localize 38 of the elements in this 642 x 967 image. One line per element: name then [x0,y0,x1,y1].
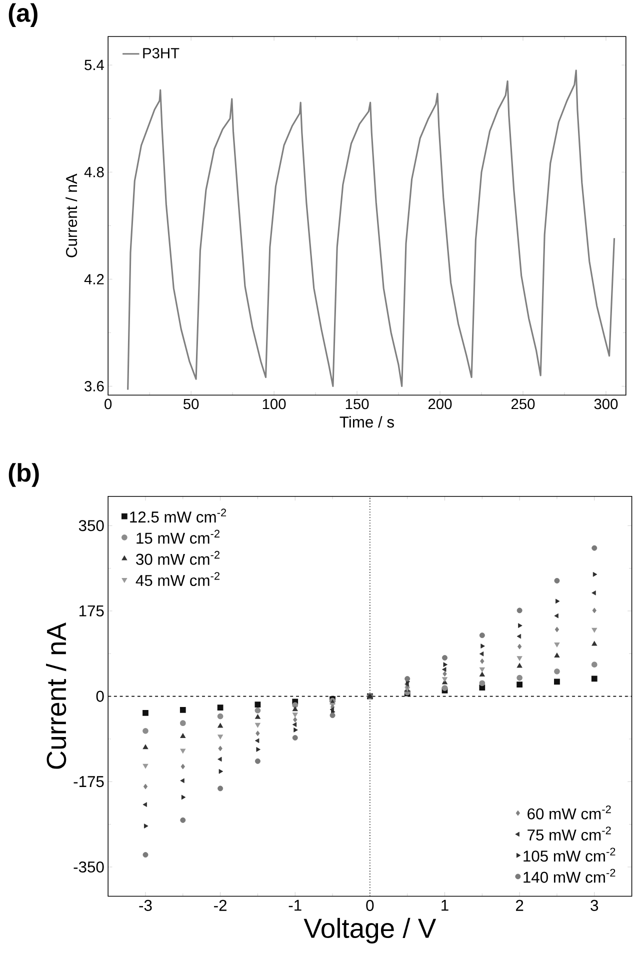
y-tick-label: -350 [74,861,104,873]
y-tick-label: 4.2 [84,274,104,284]
legend-label: 15 mW cm$^{-2}$ [136,530,220,544]
x-tick-label: 2 [516,900,524,911]
x-tick-label: 250 [512,398,535,410]
x-axis-title: Voltage / V [304,918,436,944]
y-tick-label: 3.6 [84,381,104,392]
x-tick-label: -2 [214,900,227,911]
x-tick-label: 300 [594,398,618,410]
legend-label: 45 mW cm$^{-2}$ [136,572,220,586]
x-tick-label: 0 [366,900,374,911]
y-tick-label: 0 [96,690,104,702]
legend-label: 105 mW cm$^{-2}$ [524,848,616,862]
x-tick-label: 150 [346,398,369,410]
chart-title: (b) [9,463,40,487]
x-tick-label: 0 [104,398,112,410]
legend-label: 12.5 mW cm$^{-2}$ [130,508,226,523]
legend-label: 140 mW cm$^{-2}$ [524,868,616,883]
legend-label: 60 mW cm$^{-2}$ [528,805,612,820]
legend-label: P3HT [143,48,180,58]
x-axis-title: Time / s [340,416,394,428]
y-tick-label: 5.4 [84,60,104,70]
x-tick-label: 200 [428,398,452,410]
y-axis-title: Current / nA [46,622,66,769]
x-tick-label: 3 [590,900,598,911]
y-axis-title: Current / nA [66,174,78,258]
y-tick-label: 175 [80,605,104,616]
x-tick-label: 50 [184,398,199,410]
x-tick-label: 1 [442,900,449,911]
chart-title: (a) [9,3,38,27]
legend-label: 75 mW cm$^{-2}$ [528,826,612,841]
x-tick-label: -1 [289,900,302,911]
y-tick-label: 350 [79,520,104,532]
y-tick-label: -175 [74,776,104,788]
y-tick-label: 4.8 [84,166,104,178]
x-tick-label: 100 [263,398,286,410]
legend-label: 30 mW cm$^{-2}$ [136,550,220,565]
x-tick-label: -3 [139,900,152,911]
